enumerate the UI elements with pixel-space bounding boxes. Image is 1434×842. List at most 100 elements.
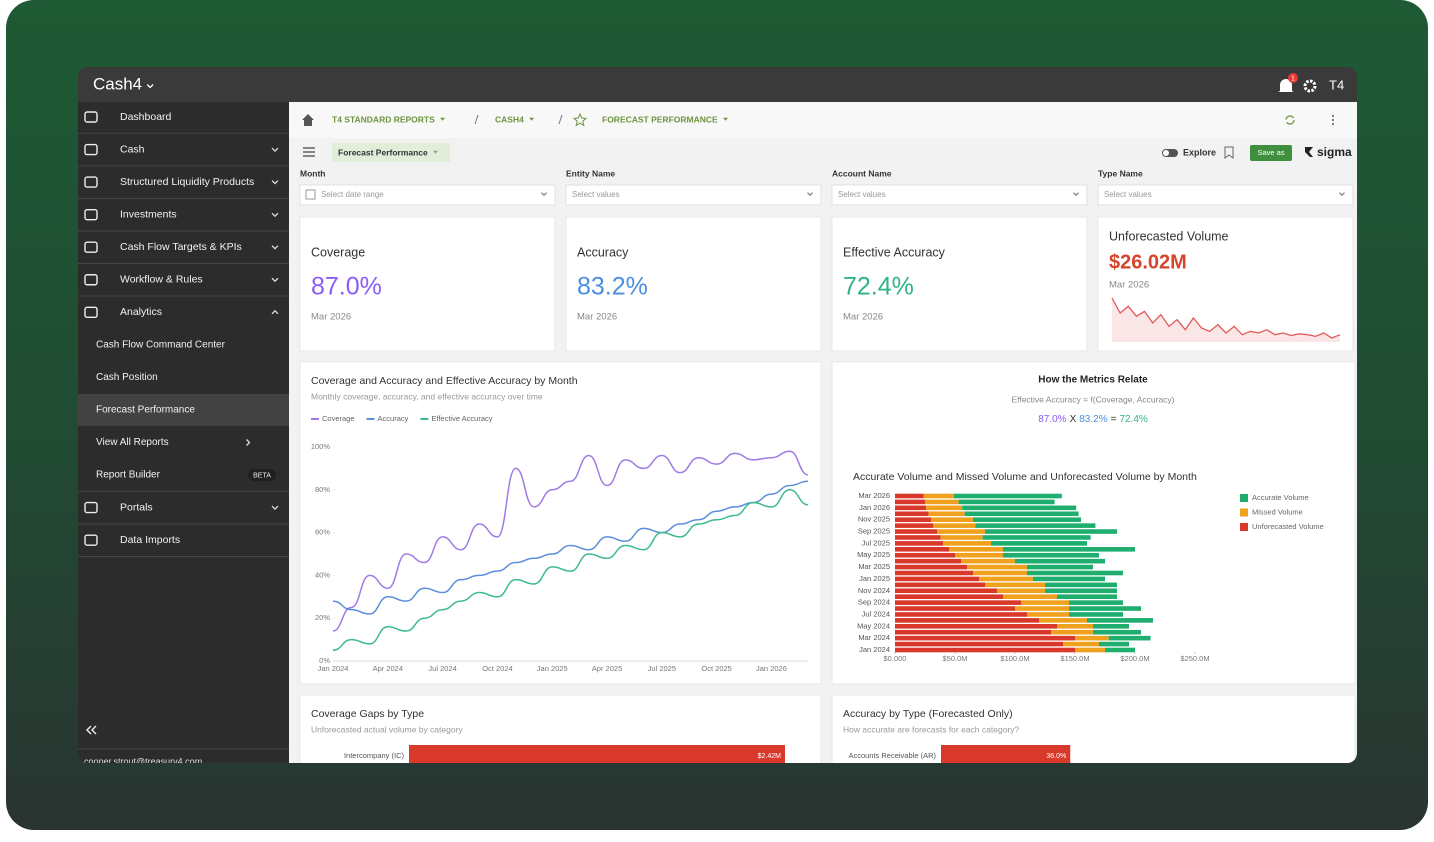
y-tick-label: 60% — [315, 528, 330, 537]
bar-segment — [955, 552, 1003, 558]
filter-input[interactable] — [299, 184, 556, 206]
org-name[interactable]: T4 — [1329, 77, 1344, 92]
kpi-card — [831, 216, 1088, 352]
bar-segment — [1087, 618, 1153, 623]
nav-subitem[interactable]: View All Reports — [96, 437, 169, 448]
caret — [723, 117, 729, 121]
bar-segment — [895, 529, 937, 534]
nav-item[interactable]: Workflow & Rules — [120, 274, 203, 286]
legend-label: Coverage — [322, 414, 355, 423]
breadcrumb[interactable]: CASH4 — [495, 114, 524, 124]
y-tick-label: Jan 2025 — [859, 574, 890, 583]
legend-label: Unforecasted Volume — [1252, 522, 1324, 531]
bar-segment — [1039, 618, 1087, 623]
filter-input[interactable] — [1097, 184, 1354, 206]
nav-item[interactable]: Dashboard — [120, 111, 172, 123]
nav-item[interactable]: Cash Flow Targets & KPIs — [120, 241, 242, 253]
home-icon[interactable] — [302, 114, 314, 126]
filter-input[interactable] — [565, 184, 822, 206]
bar-segment — [895, 547, 949, 552]
refresh-icon[interactable] — [1285, 115, 1295, 125]
bar-segment — [1051, 629, 1093, 635]
legend-label: Accuracy — [378, 414, 409, 423]
bar-segment — [949, 547, 1003, 552]
bar-segment — [1003, 594, 1057, 599]
bar-segment — [895, 576, 979, 582]
bar-segment — [1021, 600, 1069, 605]
filter-placeholder: Select date range — [321, 190, 384, 199]
equation: 87.0% X 83.2% = 72.4% — [1038, 414, 1148, 425]
bar-segment — [926, 505, 963, 511]
bar-segment — [895, 600, 1021, 605]
nav-item[interactable]: Investments — [120, 208, 177, 220]
chart-title: Accuracy by Type (Forecasted Only) — [843, 708, 1013, 720]
filter-input[interactable] — [831, 184, 1088, 206]
bar-segment — [991, 541, 1087, 546]
bar-segment — [982, 535, 1091, 540]
chart-subtitle: How accurate are forecasts for each cate… — [843, 724, 1019, 734]
menu-dot — [1332, 119, 1334, 121]
spark-area — [1112, 298, 1340, 342]
breadcrumb[interactable]: T4 STANDARD REPORTS — [332, 114, 435, 124]
app-switcher[interactable]: Cash4 — [93, 74, 142, 93]
nav-subitem[interactable]: Report Builder — [96, 470, 161, 481]
chevron — [271, 245, 279, 250]
kpi-card — [299, 216, 556, 352]
chevron — [271, 309, 279, 315]
bar-segment — [962, 505, 1077, 511]
page-tab-label: Forecast Performance — [338, 147, 428, 157]
bar-segment — [1045, 588, 1117, 594]
bar-segment — [1069, 600, 1123, 605]
bar-segment — [1003, 547, 1135, 552]
chart-card — [299, 361, 822, 685]
bar-segment — [1027, 570, 1123, 576]
collapse-icon[interactable] — [86, 725, 92, 735]
save-label: Save as — [1257, 148, 1284, 157]
page-tab[interactable] — [332, 143, 450, 162]
kpi-date: Mar 2026 — [577, 312, 617, 323]
bar-segment — [895, 588, 997, 594]
sidebar — [78, 102, 289, 763]
kpi-date: Mar 2026 — [1109, 280, 1149, 291]
brand-logo — [1305, 147, 1313, 157]
line-series — [332, 450, 809, 632]
star-icon[interactable] — [572, 112, 588, 127]
nav-icon — [84, 208, 98, 221]
chevron — [1073, 192, 1079, 197]
nav-item[interactable]: Analytics — [120, 306, 162, 318]
caret — [529, 117, 535, 121]
bar-segment — [973, 570, 1027, 576]
save-button[interactable] — [1250, 145, 1292, 161]
nav-item[interactable]: Cash — [120, 143, 145, 155]
nav-subitem[interactable]: Forecast Performance — [96, 405, 195, 416]
filter-label: Account Name — [832, 168, 892, 178]
notification-badge — [1288, 73, 1298, 83]
y-tick-label: May 2025 — [857, 550, 890, 559]
nav-item[interactable]: Data Imports — [120, 534, 180, 546]
nav-item[interactable]: Structured Liquidity Products — [120, 176, 254, 188]
bar-segment — [1027, 564, 1093, 570]
settings-icon[interactable] — [1303, 79, 1317, 93]
nav-subitem[interactable]: Cash Flow Command Center — [96, 339, 226, 350]
bell-icon[interactable] — [1278, 79, 1294, 92]
equation-part: 72.4% — [1119, 414, 1147, 425]
bar-segment — [958, 499, 1055, 505]
chart-title: Coverage and Accuracy and Effective Accu… — [311, 375, 578, 387]
bar-segment — [895, 541, 943, 546]
bar-segment — [1075, 647, 1105, 653]
y-tick-label: Mar 2025 — [858, 562, 890, 571]
x-tick-label: $150.0M — [1060, 654, 1089, 663]
breadcrumb[interactable]: FORECAST PERFORMANCE — [602, 114, 718, 124]
bookmark-icon[interactable] — [1224, 146, 1234, 159]
bar-segment — [964, 511, 1079, 517]
nav-item[interactable]: Portals — [120, 501, 153, 513]
bar-segment — [895, 594, 1003, 599]
nav-subitem[interactable]: Cash Position — [96, 372, 158, 383]
bar — [409, 745, 785, 763]
x-tick-label: $0.000 — [884, 654, 907, 663]
caret — [440, 117, 446, 121]
explore-label: Explore — [1183, 147, 1216, 157]
bar — [941, 745, 1071, 763]
top-bar — [78, 67, 1357, 102]
x-tick-label: $250.0M — [1180, 654, 1209, 663]
